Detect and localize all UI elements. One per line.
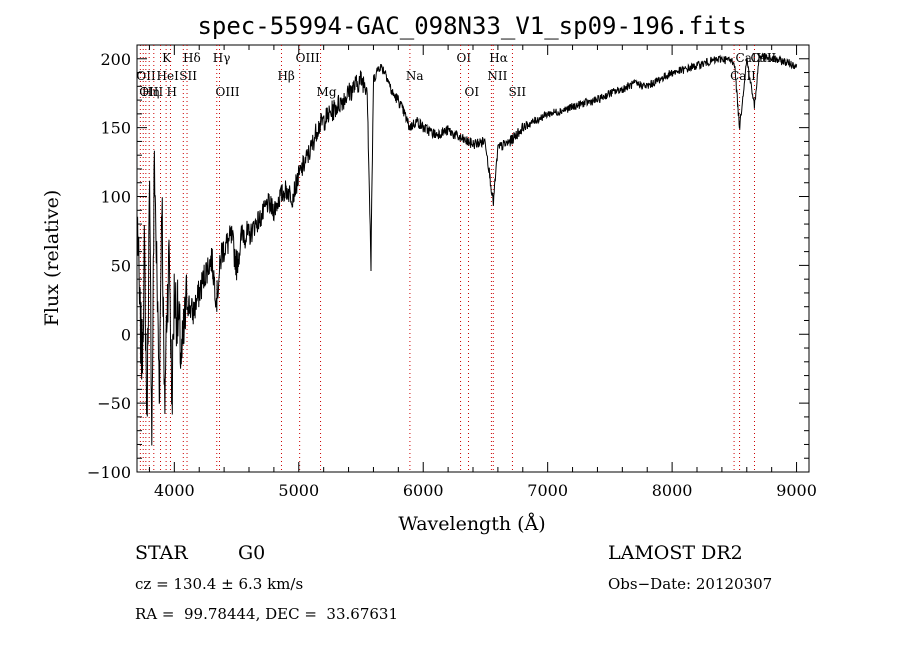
coordinates: RA = 99.78444, DEC = 33.67631 bbox=[135, 605, 399, 623]
y-axis: −100 −50 0 50 100 150 200 bbox=[87, 44, 809, 482]
x-tick-label: 6000 bbox=[403, 481, 444, 500]
x-tick-label: 7000 bbox=[527, 481, 568, 500]
x-tick-label: 9000 bbox=[776, 481, 817, 500]
line-marker-label: Hγ bbox=[213, 51, 231, 65]
line-marker-label: OIII bbox=[139, 85, 163, 99]
y-tick-label: −50 bbox=[97, 394, 131, 413]
x-tick-label: 5000 bbox=[278, 481, 319, 500]
line-marker-label: H bbox=[166, 85, 176, 99]
spectrum-chart: spec-55994-GAC_098N33_V1_sp09-196.fits O… bbox=[41, 12, 817, 535]
line-marker-label: OIII bbox=[296, 51, 320, 65]
line-marker-label: OIII bbox=[216, 85, 240, 99]
line-marker-label: Mg bbox=[317, 85, 337, 99]
line-marker-label: Na bbox=[406, 69, 424, 83]
line-marker-label: OII bbox=[136, 69, 156, 83]
line-marker-label: SII bbox=[508, 85, 526, 99]
spectrum-line bbox=[137, 52, 798, 446]
spectrum-series bbox=[137, 52, 798, 446]
y-tick-label: 150 bbox=[100, 119, 131, 138]
object-subclass: G0 bbox=[238, 542, 266, 564]
line-marker-label: CaII bbox=[736, 51, 762, 65]
y-tick-label: 50 bbox=[111, 256, 131, 275]
line-marker-label: Hη bbox=[142, 85, 160, 99]
line-marker-label: OI bbox=[457, 51, 472, 65]
y-tick-label: 100 bbox=[100, 188, 131, 207]
y-tick-label: 0 bbox=[121, 325, 131, 344]
x-tick-label: 8000 bbox=[652, 481, 693, 500]
line-marker-label: NII bbox=[487, 69, 507, 83]
chart-title: spec-55994-GAC_098N33_V1_sp09-196.fits bbox=[197, 12, 746, 40]
line-marker-label: Hβ bbox=[277, 69, 294, 83]
line-marker-label: SII bbox=[179, 69, 197, 83]
line-marker-label: Hα bbox=[489, 51, 508, 65]
x-axis-label: Wavelength (Å) bbox=[398, 513, 545, 535]
line-marker-label: Hδ bbox=[183, 51, 201, 65]
object-class: STAR bbox=[135, 542, 188, 564]
y-tick-label: 200 bbox=[100, 50, 131, 69]
line-marker-label: CaII bbox=[730, 69, 756, 83]
line-marker-label: K bbox=[162, 51, 172, 65]
x-axis: 4000 5000 6000 7000 8000 9000 bbox=[148, 45, 817, 500]
line-marker-label: HeI bbox=[157, 69, 180, 83]
x-tick-label: 4000 bbox=[154, 481, 195, 500]
y-tick-label: −100 bbox=[87, 463, 131, 482]
line-marker-label: OI bbox=[465, 85, 480, 99]
y-axis-label: Flux (relative) bbox=[41, 190, 63, 327]
observation-date: Obs−Date: 20120307 bbox=[608, 575, 773, 593]
redshift-velocity: cz = 130.4 ± 6.3 km/s bbox=[135, 575, 304, 593]
survey-name: LAMOST DR2 bbox=[608, 542, 743, 564]
